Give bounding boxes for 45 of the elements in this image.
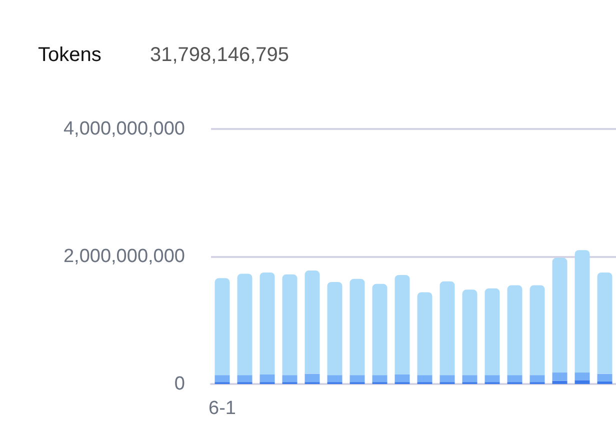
bar xyxy=(530,285,545,376)
bar xyxy=(597,381,612,384)
bar xyxy=(440,375,455,382)
bar xyxy=(507,375,522,382)
bar xyxy=(214,375,230,382)
bar xyxy=(282,274,298,376)
bar xyxy=(372,284,388,376)
bar xyxy=(260,272,275,374)
bar xyxy=(552,380,568,384)
bar xyxy=(574,380,590,384)
bar xyxy=(417,375,432,382)
bar xyxy=(574,250,590,373)
y-tick-label: 4,000,000,000 xyxy=(63,118,185,140)
bar xyxy=(484,375,500,382)
bar xyxy=(282,375,298,382)
bar xyxy=(304,270,320,374)
bar xyxy=(394,274,410,374)
bar xyxy=(417,292,432,376)
bar xyxy=(440,281,455,376)
bar xyxy=(530,375,545,382)
bar xyxy=(372,375,388,382)
chart-title: Tokens xyxy=(38,44,102,66)
bar xyxy=(260,374,275,382)
bar xyxy=(462,375,478,382)
bar xyxy=(507,285,522,376)
bar xyxy=(214,278,230,376)
bar xyxy=(327,375,342,382)
bar xyxy=(574,372,590,380)
x-tick-label: 6-1 xyxy=(208,398,236,419)
bar xyxy=(597,272,612,374)
bar xyxy=(552,258,568,373)
bar xyxy=(394,374,410,382)
bar xyxy=(462,290,478,376)
bar xyxy=(552,372,568,381)
bar xyxy=(350,278,365,376)
bar xyxy=(350,375,365,382)
y-tick-label: 0 xyxy=(174,374,185,394)
y-tick-label: 2,000,000,000 xyxy=(63,246,185,267)
bar xyxy=(237,274,252,376)
bar xyxy=(597,374,612,382)
chart-subtitle: 31,798,146,795 xyxy=(150,44,290,66)
bar xyxy=(304,374,320,382)
bar xyxy=(327,282,342,376)
bar xyxy=(237,375,252,382)
bar xyxy=(484,288,500,376)
